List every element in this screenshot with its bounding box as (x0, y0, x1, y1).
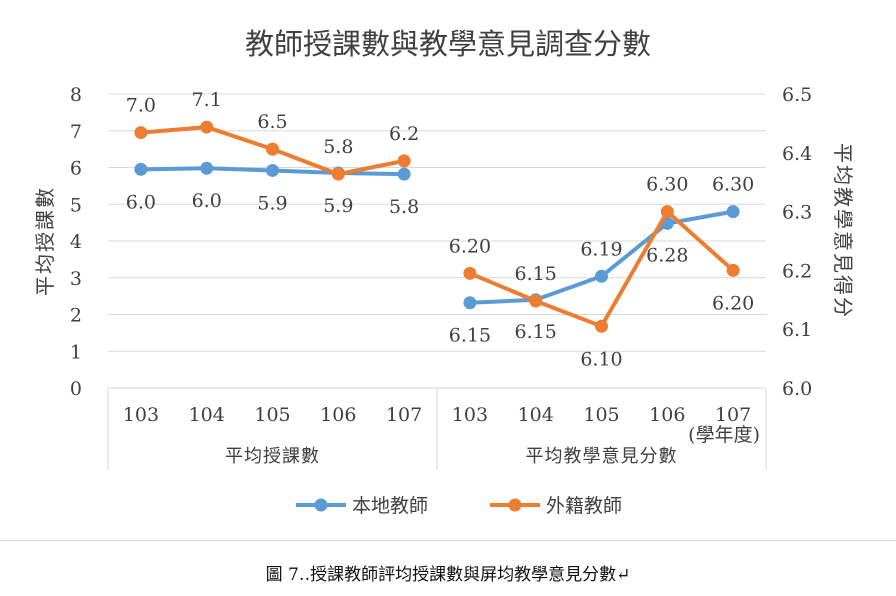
data-point (397, 154, 411, 168)
data-point (200, 120, 214, 134)
data-label: 6.19 (580, 238, 622, 260)
group-label: 平均教學意見分數 (526, 446, 678, 467)
legend-entry: 外籍教師 (546, 495, 622, 517)
legend-swatch-marker (508, 498, 522, 512)
data-point (463, 296, 477, 310)
data-label: 6.15 (515, 263, 557, 285)
data-label: 6.30 (712, 174, 754, 196)
data-label: 7.0 (126, 95, 156, 117)
data-label: 6.28 (646, 244, 688, 266)
data-label: 5.8 (389, 196, 419, 218)
right-tick-label: 6.5 (782, 84, 812, 106)
data-point (397, 167, 411, 181)
data-point (529, 294, 543, 308)
data-label: 5.9 (257, 192, 287, 214)
right-axis-title: 平均教學意見得分 (831, 143, 855, 319)
left-tick-label: 8 (70, 84, 82, 106)
data-label: 7.1 (192, 89, 222, 111)
data-label: 6.15 (515, 321, 557, 343)
data-label: 6.0 (126, 191, 156, 213)
left-tick-label: 0 (70, 378, 82, 400)
data-point (726, 205, 740, 219)
right-tick-label: 6.4 (782, 143, 812, 165)
x-tick-label: 107 (715, 404, 751, 426)
data-point (134, 162, 148, 176)
x-tick-label: 103 (452, 404, 488, 426)
data-label: 6.15 (449, 325, 491, 347)
right-tick-label: 6.0 (782, 378, 812, 400)
data-point (595, 269, 608, 283)
x-tick-label: 106 (649, 404, 685, 426)
x-tick-label: 107 (386, 404, 422, 426)
x-unit-label: (學年度) (688, 424, 760, 446)
data-point (331, 167, 345, 181)
data-label: 6.0 (192, 190, 222, 212)
data-label: 6.30 (646, 174, 688, 196)
data-label: 6.2 (389, 123, 419, 145)
right-tick-label: 6.3 (782, 202, 812, 224)
data-point (200, 161, 214, 175)
right-tick-label: 6.2 (782, 260, 812, 282)
left-axis-title: 平均授課數 (33, 186, 57, 296)
legend-entry: 本地教師 (352, 495, 428, 517)
left-tick-label: 7 (70, 121, 82, 143)
x-tick-label: 105 (583, 404, 619, 426)
chart-title: 教師授課數與教學意見調查分數 (245, 27, 651, 61)
left-tick-label: 1 (70, 341, 82, 363)
legend-swatch-marker (314, 498, 328, 512)
x-tick-label: 104 (189, 404, 225, 426)
figure-caption: 圖 7‥授課教師評均授課數與屏均教學意見分數↵ (265, 565, 631, 585)
data-point (266, 163, 279, 177)
x-tick-label: 104 (518, 404, 554, 426)
caption-separator (0, 540, 896, 541)
data-point (595, 319, 608, 333)
left-tick-label: 5 (70, 194, 82, 216)
x-tick-label: 105 (254, 404, 290, 426)
data-point (463, 266, 477, 280)
data-label: 6.5 (257, 111, 287, 133)
x-tick-label: 103 (123, 404, 159, 426)
data-point (266, 142, 279, 156)
data-label: 6.10 (580, 348, 622, 370)
data-point (134, 126, 148, 140)
left-tick-label: 4 (70, 231, 82, 253)
right-tick-label: 6.1 (782, 319, 812, 341)
data-point (660, 205, 674, 219)
data-label: 5.8 (323, 136, 353, 158)
x-tick-label: 106 (320, 404, 356, 426)
group-label: 平均授課數 (225, 446, 320, 467)
series-line-外籍教師 (469, 209, 735, 329)
data-label: 5.9 (323, 195, 353, 217)
left-tick-label: 3 (70, 268, 82, 290)
data-label: 6.20 (712, 292, 754, 314)
chart: 教師授課數與教學意見調查分數 0 1 2 3 4 5 6 7 8 6.0 6.1 6.2 6.3 6.4 6.… (33, 27, 855, 517)
data-point (726, 263, 740, 277)
left-tick-label: 2 (70, 305, 82, 327)
left-tick-label: 6 (70, 158, 82, 180)
data-label: 6.20 (449, 235, 491, 257)
